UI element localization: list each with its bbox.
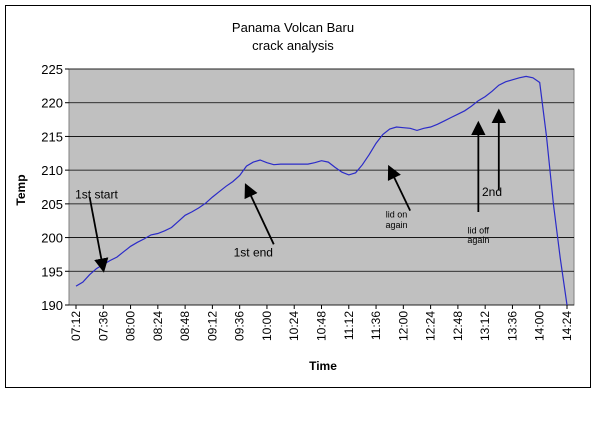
- y-tick-label: 205: [41, 197, 63, 212]
- annotation-label: 2nd: [482, 185, 502, 199]
- x-tick-label: 12:00: [396, 311, 410, 341]
- x-tick-label: 13:36: [505, 311, 519, 341]
- annotation-label: 1st start: [75, 187, 118, 201]
- x-tick-label: 09:36: [233, 311, 247, 341]
- x-tick-label: 10:24: [287, 311, 301, 341]
- x-tick-label: 14:00: [533, 311, 547, 341]
- x-axis-ticks: 07:12 07:36 08:00 08:24 08:48 09:12 09:36 10:00…: [69, 305, 574, 341]
- y-tick-label: 220: [41, 96, 63, 111]
- plot-area: [68, 68, 575, 306]
- annotation-label: again: [467, 235, 489, 245]
- x-tick-label: 07:36: [96, 311, 110, 341]
- annotation-arrow: [387, 164, 411, 211]
- x-tick-label: 12:48: [451, 311, 465, 341]
- x-tick-label: 13:12: [478, 311, 492, 341]
- x-tick-label: 14:24: [560, 311, 574, 341]
- annotation-label: lid off: [468, 226, 490, 236]
- y-axis-label: Temp: [14, 174, 28, 205]
- gridlines: [69, 68, 574, 306]
- y-axis-ticks: 190 195 200 205 210 215 220 225: [41, 62, 69, 313]
- annotation-label: 1st end: [234, 245, 273, 259]
- x-tick-label: 08:24: [151, 311, 165, 341]
- x-tick-label: 07:12: [69, 311, 83, 341]
- y-tick-label: 200: [41, 231, 63, 246]
- y-tick-label: 215: [41, 129, 63, 144]
- chart-frame: Panama Volcan Baru crack analysis 190 195…: [5, 5, 591, 388]
- x-axis-label: Time: [309, 359, 337, 373]
- annotation-label: lid on: [386, 209, 408, 219]
- x-tick-label: 12:24: [424, 311, 438, 341]
- x-tick-label: 10:00: [260, 311, 274, 341]
- x-tick-label: 09:12: [205, 311, 219, 341]
- y-tick-label: 225: [41, 62, 63, 77]
- series-line: [75, 75, 568, 306]
- x-tick-label: 11:36: [369, 311, 383, 340]
- chart-subtitle: crack analysis: [252, 38, 334, 53]
- y-tick-label: 195: [41, 264, 63, 279]
- x-tick-label: 08:00: [124, 311, 138, 341]
- annotation-label: again: [385, 220, 407, 230]
- annotation-arrow: [88, 196, 109, 273]
- y-tick-label: 190: [41, 298, 63, 313]
- x-tick-label: 11:12: [342, 311, 356, 340]
- x-tick-label: 10:48: [315, 311, 329, 341]
- line-chart: Panama Volcan Baru crack analysis 190 195…: [14, 20, 575, 373]
- annotation-arrow: [244, 183, 275, 245]
- y-tick-label: 210: [41, 163, 63, 178]
- x-tick-label: 08:48: [178, 311, 192, 341]
- chart-title: Panama Volcan Baru: [232, 20, 354, 35]
